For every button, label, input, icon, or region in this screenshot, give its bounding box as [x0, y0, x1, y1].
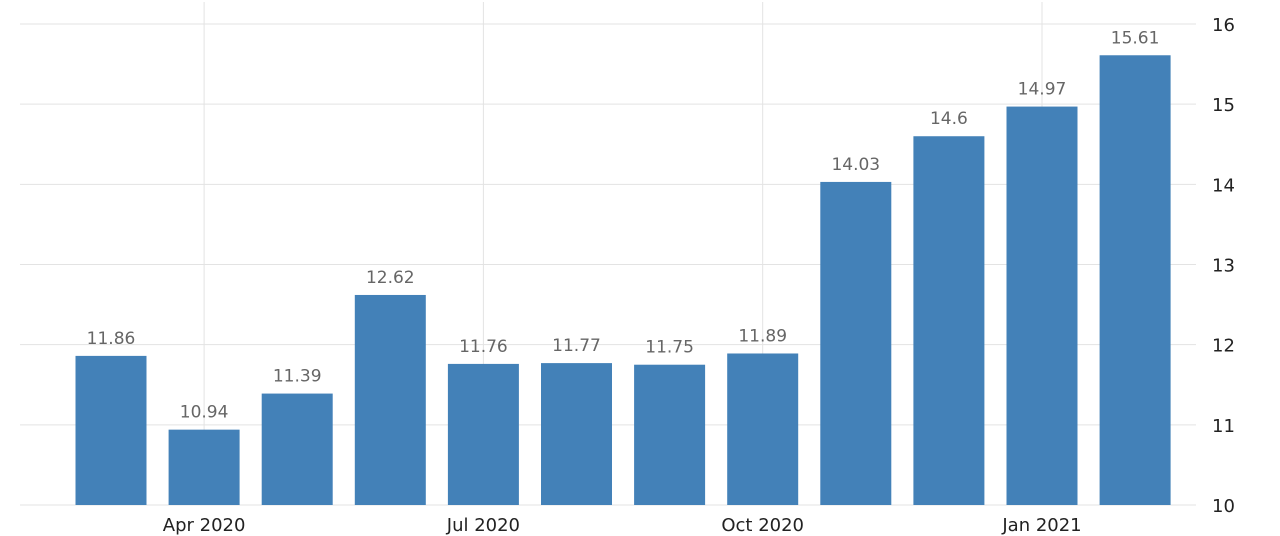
- bar-0[interactable]: [75, 355, 147, 505]
- y-tick-label-13: 13: [1212, 256, 1235, 277]
- bar-3[interactable]: [354, 294, 426, 505]
- x-tick-label-2: Oct 2020: [721, 515, 804, 536]
- y-tick-label-15: 15: [1212, 95, 1235, 116]
- x-tick-label-0: Apr 2020: [163, 515, 246, 536]
- bar-value-label-10: 14.97: [1018, 80, 1067, 100]
- bar-value-label-9: 14.6: [930, 109, 968, 129]
- y-axis-ticks: 10 11 12 13 14 15 16: [1212, 15, 1235, 517]
- y-tick-label-14: 14: [1212, 175, 1235, 196]
- bar-8[interactable]: [820, 181, 892, 505]
- bar-9[interactable]: [913, 136, 985, 505]
- bar-1[interactable]: [168, 429, 240, 505]
- bar-value-label-1: 10.94: [180, 403, 229, 423]
- bar-value-label-8: 14.03: [831, 155, 880, 175]
- bar-5[interactable]: [541, 363, 612, 505]
- bar-6[interactable]: [634, 364, 706, 505]
- x-tick-label-1: Jul 2020: [446, 515, 520, 536]
- bar-value-labels: 11.86 10.94 11.39 12.62 11.76 11.77 11.75 11.89…: [87, 28, 1160, 422]
- bar-value-label-11: 15.61: [1111, 28, 1160, 48]
- bar-4[interactable]: [447, 363, 519, 505]
- bar-value-label-7: 11.89: [738, 326, 787, 346]
- bar-value-label-4: 11.76: [459, 337, 508, 357]
- y-tick-label-11: 11: [1212, 416, 1235, 437]
- bar-7[interactable]: [727, 353, 799, 505]
- bar-10[interactable]: [1006, 106, 1078, 506]
- bar-value-label-6: 11.75: [645, 338, 694, 358]
- bars-group: [75, 55, 1171, 506]
- bar-value-label-3: 12.62: [366, 268, 415, 288]
- x-axis-ticks: Apr 2020 Jul 2020 Oct 2020 Jan 2021: [163, 515, 1082, 536]
- bar-value-label-2: 11.39: [273, 367, 322, 387]
- y-tick-label-10: 10: [1212, 496, 1235, 517]
- bar-value-label-5: 11.77: [552, 336, 601, 356]
- y-tick-label-12: 12: [1212, 336, 1235, 357]
- bar-2[interactable]: [261, 393, 333, 505]
- bar-11[interactable]: [1099, 55, 1171, 505]
- bar-value-label-0: 11.86: [87, 329, 136, 349]
- y-tick-label-16: 16: [1212, 15, 1235, 36]
- x-tick-label-3: Jan 2021: [1001, 515, 1081, 536]
